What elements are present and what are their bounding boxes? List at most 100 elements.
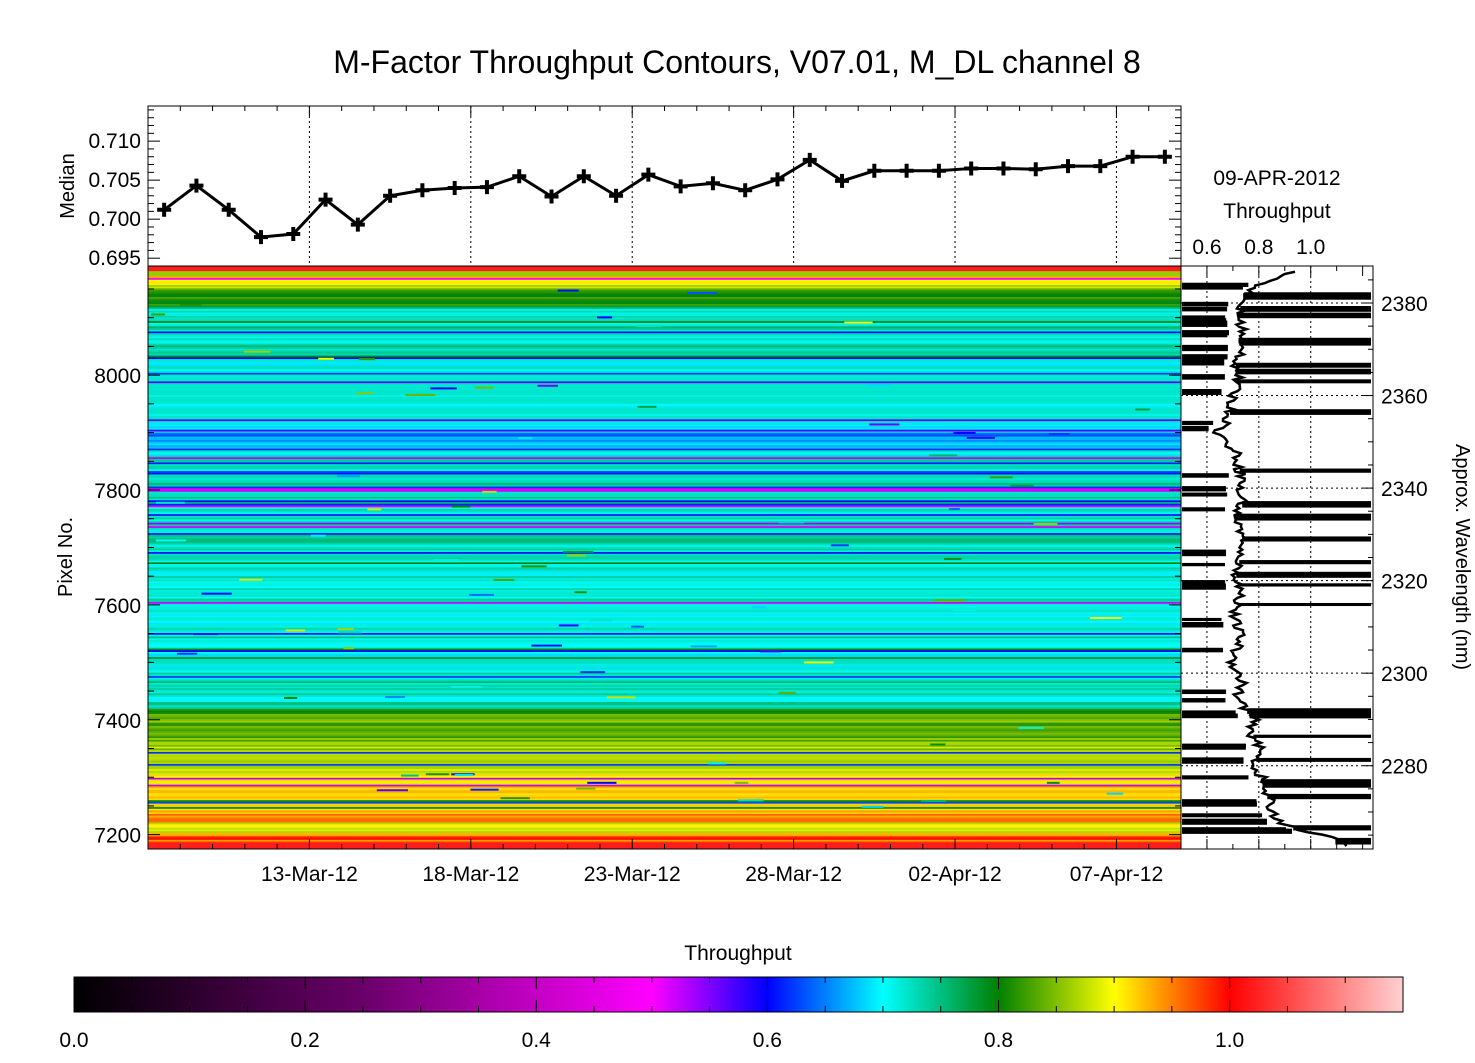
heatmap-cell [482,490,497,493]
heatmap-row [148,412,1181,415]
heatmap-row [148,562,1181,565]
heatmap-row [148,388,1181,391]
heatmap-row [148,283,1181,286]
heatmap-row [148,679,1181,682]
heatmap-row [148,648,1181,651]
profile-spike [1229,409,1371,415]
heatmap-cell [589,619,613,622]
heatmap-row [148,684,1181,688]
heatmap-row [148,374,1181,377]
heatmap-row [148,589,1181,593]
heatmap-row [148,417,1181,420]
heatmap-row [148,696,1181,700]
heatmap-row [148,669,1181,672]
heatmap-row [148,626,1181,629]
heatmap-cell [637,405,657,408]
heatmap-row [148,522,1181,526]
wavelength-tick-label: 2380 [1381,293,1428,316]
heatmap-cell [759,650,781,653]
heatmap-row [148,350,1181,353]
heatmap-row [148,636,1181,639]
heatmap-row [148,570,1181,574]
profile-spike [1182,689,1227,695]
profile-spike [1182,713,1238,719]
heatmap-row [148,822,1181,825]
heatmap-row [148,726,1181,729]
profile-spike [1242,536,1371,542]
heatmap-row [148,295,1181,298]
heatmap-row [148,433,1181,436]
heatmap-row [148,574,1181,577]
heatmap-cell [707,762,727,765]
heatmap-row [148,269,1181,272]
heatmap-row [148,605,1181,608]
heatmap-row [148,448,1181,451]
heatmap-row [148,381,1181,384]
heatmap-row [148,529,1181,532]
median-series-line [163,155,1165,239]
heatmap-row [148,362,1181,365]
heatmap-row [148,701,1181,705]
median-point [996,161,1011,176]
heatmap-cell [933,599,966,602]
profile-xtick-label: 0.8 [1244,236,1273,259]
profile-spike [1247,708,1371,714]
heatmap-cell [150,313,165,316]
median-point [738,183,753,198]
profile-spike [1239,560,1371,565]
heatmap-row [148,832,1181,836]
heatmap-row [148,278,1181,281]
heatmap-xtick-label: 28-Mar-12 [745,863,842,886]
heatmap-row [148,512,1181,515]
heatmap-row [148,715,1181,719]
colorbar-tick-label: 0.2 [291,1029,320,1052]
heatmap-row [148,734,1181,738]
heatmap-row [148,434,1181,438]
heatmap-row [148,484,1181,488]
profile-spike [1182,549,1227,557]
median-ytick-label: 0.705 [88,169,141,192]
heatmap-row [148,307,1181,310]
heatmap-row [148,465,1181,469]
heatmap-row [148,324,1181,327]
heatmap-cell [830,544,849,547]
heatmap-row [148,720,1181,724]
heatmap-row [148,560,1181,563]
heatmap-row [148,745,1181,748]
median-point [1157,149,1172,164]
median-point [189,178,204,193]
heatmap-cell [500,797,530,800]
median-panel: Median 0.695 0.700 0.705 0.710 [57,105,1182,270]
heatmap-row [148,498,1181,501]
heatmap-row [148,796,1181,800]
heatmap-cell [1106,792,1124,795]
profile-spike [1235,362,1371,368]
heatmap-row [148,441,1181,445]
profile-spike [1182,617,1222,622]
heatmap-cell [155,539,186,542]
heatmap-row [148,657,1181,660]
heatmap-cell [493,578,515,581]
profile-spike [1242,501,1371,508]
heatmap-row [148,477,1181,481]
heatmap-cell [177,652,198,655]
heatmap-xtick-label: 23-Mar-12 [584,863,681,886]
heatmap-row [148,583,1181,586]
heatmap-row [148,569,1181,572]
heatmap-row [148,763,1181,767]
heatmap-row [148,409,1181,412]
heatmap-row [148,334,1181,338]
heatmap-row [148,627,1181,631]
profile-spike [1237,368,1371,375]
profile-panel: 09-APR-2012 Throughput 0.6 0.8 1.0 2280 230… [1180,167,1473,850]
heatmap-row [148,429,1181,433]
heatmap-row [148,612,1181,615]
heatmap-row [148,772,1181,775]
profile-spike [1182,425,1209,432]
heatmap-row [148,315,1181,319]
heatmap-row [148,365,1181,369]
heatmap-row [148,667,1181,670]
heatmap-row [148,708,1181,712]
heatmap-row [148,405,1181,408]
